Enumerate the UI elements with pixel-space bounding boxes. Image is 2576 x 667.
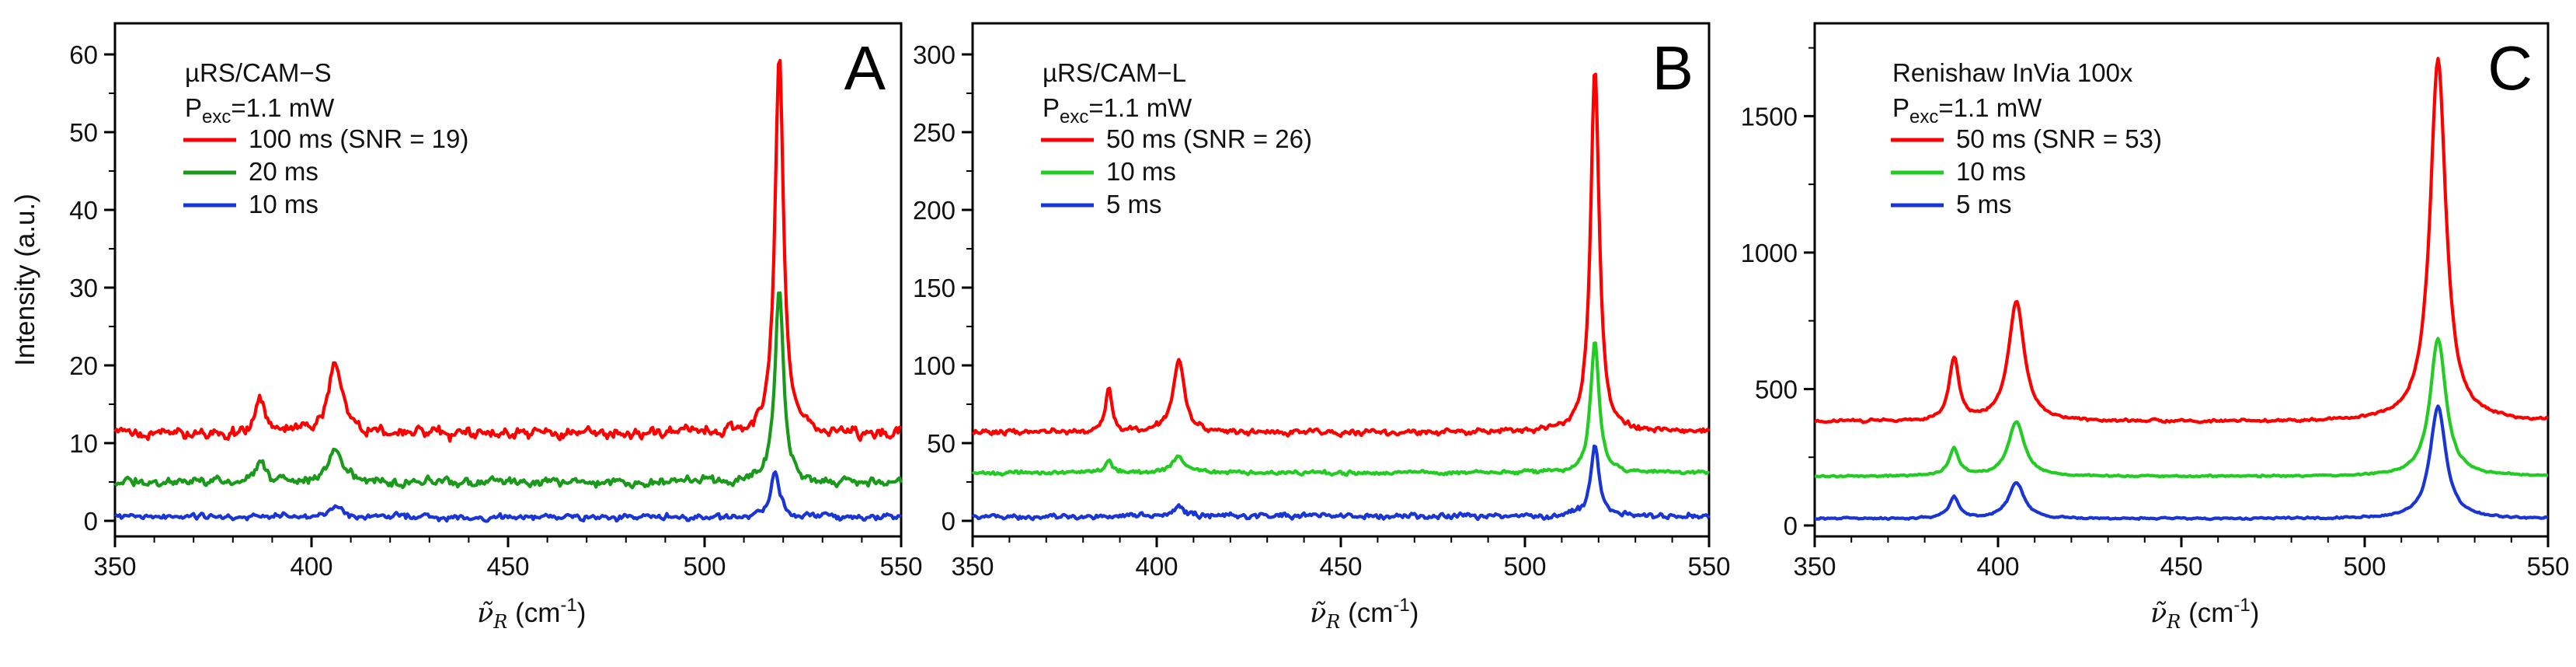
spectrum-line: [114, 470, 903, 523]
y-tick-label: 1500: [1741, 102, 1798, 131]
spectrum-line: [113, 291, 903, 490]
y-tick-label: 40: [69, 196, 98, 225]
x-tick-label: 400: [290, 552, 332, 581]
excitation-power-label: Pexc=1.1 mW: [185, 93, 335, 127]
spectrum-line: [1814, 337, 2549, 479]
panel-a: 350 400 450 500 550 0 10 20 30 40 50 60 Intensity (a…: [10, 22, 923, 633]
y-tick-label: 60: [69, 40, 98, 69]
x-tick-label: 350: [1793, 552, 1836, 581]
legend-label: 10 ms: [1106, 157, 1176, 186]
legend-label: 10 ms: [1956, 157, 2026, 186]
legend-label: 20 ms: [249, 157, 319, 186]
excitation-power-label: Pexc=1.1 mW: [1892, 93, 2042, 127]
x-tick-label: 500: [2343, 552, 2386, 581]
plot-frame: [1813, 22, 2550, 538]
panel-letter: C: [2487, 33, 2532, 103]
spectrum-line: [971, 444, 1711, 522]
y-tick-label: 500: [1755, 375, 1798, 403]
x-tick-label: 550: [2526, 552, 2569, 581]
y-tick-label: 200: [913, 196, 956, 225]
x-tick-label: 550: [1687, 552, 1730, 581]
x-tick-label: 500: [683, 552, 726, 581]
x-tick-label: 400: [1135, 552, 1178, 581]
y-tick-label: 0: [1784, 512, 1798, 540]
legend-label: 5 ms: [1106, 190, 1162, 218]
legend-label: 100 ms (SNR = 19): [249, 124, 468, 153]
y-tick-label: 20: [69, 351, 98, 380]
spectrum-line: [113, 58, 902, 443]
panel-letter: B: [1652, 33, 1694, 103]
x-tick-label: 400: [1976, 552, 2019, 581]
legend-label: 10 ms: [249, 190, 319, 218]
panel-b: 350 400 450 500 550 0 50 100 150 200 250 300 ν̃R (cm…: [913, 22, 1731, 633]
y-tick-label: 0: [942, 507, 956, 536]
y-tick-label: 1000: [1741, 239, 1798, 267]
legend-label: 50 ms (SNR = 53): [1956, 124, 2162, 153]
instrument-label: Renishaw InVia 100x: [1892, 58, 2133, 87]
y-tick-label: 30: [69, 274, 98, 302]
instrument-label: µRS/CAM−S: [185, 58, 332, 87]
x-axis-label: ν̃R (cm-1): [1310, 595, 1419, 633]
y-tick-label: 50: [927, 429, 956, 458]
instrument-label: µRS/CAM−L: [1043, 58, 1186, 87]
panel-letter: A: [844, 33, 886, 103]
spectrum-line: [972, 72, 1711, 438]
x-tick-label: 350: [93, 552, 136, 581]
y-tick-label: 50: [69, 118, 98, 147]
legend-label: 50 ms (SNR = 26): [1106, 124, 1312, 153]
panel-c: 350 400 450 500 550 0 500 1000 1500 ν̃R (cm-1) C Re…: [1741, 22, 2570, 633]
x-tick-label: 500: [1503, 552, 1546, 581]
x-axis-label: ν̃R (cm-1): [2150, 595, 2259, 633]
y-tick-label: 250: [913, 118, 956, 147]
spectrum-line: [1814, 57, 2549, 424]
x-tick-label: 450: [1319, 552, 1362, 581]
x-tick-label: 450: [2160, 552, 2202, 581]
spectrum-line: [1814, 404, 2549, 522]
y-tick-label: 0: [84, 507, 98, 536]
spectrum-line: [971, 341, 1711, 477]
legend-label: 5 ms: [1956, 190, 2012, 218]
y-tick-label: 10: [69, 429, 98, 458]
x-tick-label: 550: [879, 552, 922, 581]
y-tick-label: 150: [913, 274, 956, 302]
excitation-power-label: Pexc=1.1 mW: [1043, 93, 1192, 127]
x-tick-label: 450: [486, 552, 529, 581]
y-tick-label: 100: [913, 351, 956, 380]
x-tick-label: 350: [951, 552, 994, 581]
y-tick-label: 300: [913, 40, 956, 69]
x-axis-label: ν̃R (cm-1): [477, 595, 586, 633]
y-axis-label: Intensity (a.u.): [10, 194, 40, 366]
